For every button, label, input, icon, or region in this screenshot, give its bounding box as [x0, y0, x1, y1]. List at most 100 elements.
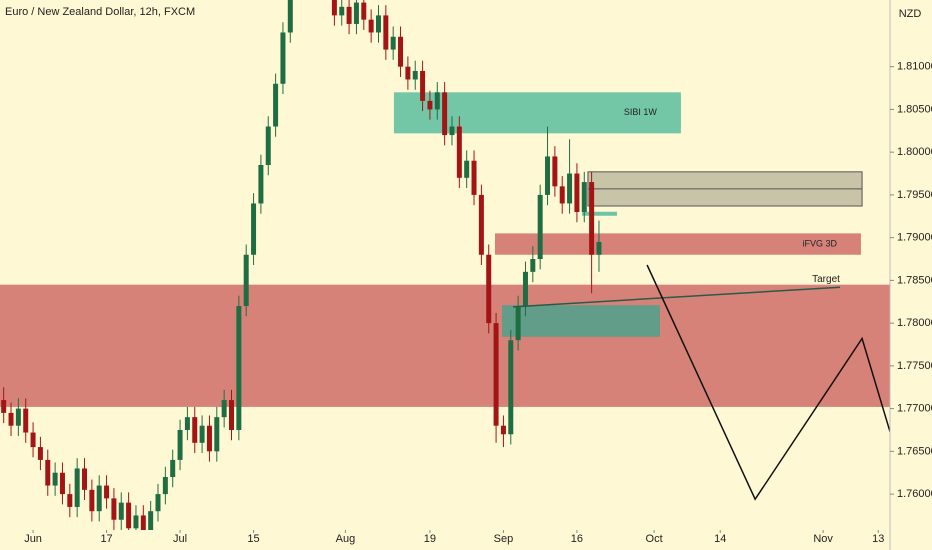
candle-body — [177, 429, 183, 460]
candle-body — [8, 412, 14, 426]
candle-body — [552, 156, 558, 187]
candle-body — [74, 468, 80, 507]
candle-body — [449, 126, 455, 136]
candle-body — [287, 0, 293, 33]
candle-body — [567, 173, 573, 204]
candle-body — [589, 182, 595, 255]
y-tick-label: 1.80500 — [897, 103, 932, 115]
candle-body — [368, 19, 374, 33]
y-tick-label: 1.81000 — [897, 61, 932, 73]
zone — [0, 284, 890, 407]
plot-area: SIBI 1W iFVG 3D Target — [0, 0, 890, 530]
candle-body — [339, 6, 345, 16]
y-tick-label: 1.76500 — [897, 445, 932, 457]
candle-body — [331, 0, 337, 16]
candle-body — [214, 417, 220, 452]
candle-body — [37, 447, 43, 460]
x-tick-label: 14 — [714, 533, 726, 545]
candle-body — [486, 254, 492, 324]
candle-body — [30, 432, 36, 448]
candle-body — [515, 306, 521, 341]
y-tick-label: 1.77500 — [897, 360, 932, 372]
candle-body — [537, 194, 543, 260]
candle-body — [405, 66, 411, 80]
y-tick-label: 1.79000 — [897, 232, 932, 244]
candle-body — [346, 6, 352, 24]
x-tick-label: 13 — [872, 533, 884, 545]
candle-body — [126, 502, 132, 529]
x-tick-label: 19 — [424, 533, 436, 545]
x-tick-label: Jul — [173, 533, 187, 545]
candle-body — [170, 459, 176, 477]
drawn-line — [646, 264, 890, 501]
candle-body — [199, 425, 205, 443]
candle-body — [15, 408, 21, 426]
candle-body — [493, 323, 499, 426]
candle-body — [59, 472, 65, 495]
candle-body — [375, 15, 381, 33]
y-tick-label: 1.79500 — [897, 189, 932, 201]
candle-body — [162, 477, 168, 495]
candle-body — [478, 194, 484, 255]
candle-body — [280, 32, 286, 84]
candle-body — [206, 425, 212, 452]
candle-body — [82, 468, 88, 490]
candle-body — [118, 502, 124, 520]
candle-body — [258, 164, 264, 204]
candle-body — [398, 36, 404, 67]
candle-body — [140, 515, 146, 530]
candle-body — [221, 400, 227, 418]
candle-body — [45, 459, 51, 486]
candle-body — [383, 15, 389, 50]
zone-label: iFVG 3D — [802, 238, 837, 248]
y-tick-label: 1.78500 — [897, 274, 932, 286]
candle-body — [111, 498, 117, 520]
candle-body — [530, 259, 536, 272]
candle-body — [273, 83, 279, 127]
candle-body — [434, 92, 440, 110]
candle-body — [236, 306, 242, 430]
candle-body — [545, 156, 551, 195]
y-tick-label: 1.80000 — [897, 146, 932, 158]
candle-body — [96, 485, 102, 512]
candle-body — [522, 271, 528, 307]
x-tick-label: 15 — [247, 533, 259, 545]
candle-body — [596, 241, 602, 255]
candle-body — [23, 408, 29, 433]
candle-body — [104, 485, 110, 499]
zone — [501, 305, 660, 337]
candle-body — [456, 126, 462, 178]
candle-body — [508, 340, 514, 435]
candle-body — [464, 160, 470, 178]
candle-body — [148, 511, 154, 530]
candle-body — [67, 494, 73, 507]
candle-body — [265, 126, 271, 165]
candle-body — [229, 400, 235, 430]
x-tick-label: Aug — [336, 533, 356, 545]
y-tick-label: 1.78000 — [897, 317, 932, 329]
drawn-line — [512, 286, 841, 308]
candle-body — [420, 70, 426, 101]
line-label: Target — [812, 274, 840, 285]
candle-body — [442, 92, 448, 136]
candle-body — [52, 472, 58, 486]
candle-body — [353, 2, 359, 24]
currency-label: NZD — [899, 8, 922, 20]
candle-body — [559, 186, 565, 204]
candle-body — [427, 100, 433, 110]
x-tick-label: Oct — [646, 533, 663, 545]
zone — [494, 233, 861, 255]
candle-body — [574, 173, 580, 212]
candle-body — [192, 417, 198, 443]
candle-body — [471, 160, 477, 195]
chart-title: Euro / New Zealand Dollar, 12h, FXCM — [5, 6, 195, 18]
candle-body — [251, 203, 257, 255]
candle-body — [412, 70, 418, 80]
candle-body — [155, 494, 161, 512]
candle-body — [500, 425, 506, 435]
candle-body — [581, 182, 587, 212]
x-tick-label: Nov — [813, 533, 833, 545]
x-tick-label: Sep — [494, 533, 514, 545]
